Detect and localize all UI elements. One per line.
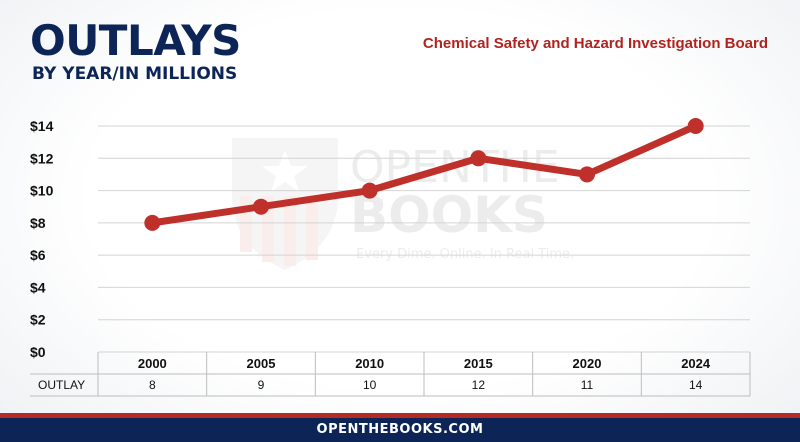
data-point (470, 150, 487, 167)
y-tick-label: $0 (30, 344, 46, 360)
chart-subtitle: BY YEAR/IN MILLIONS (32, 64, 238, 84)
watermark-line2: BOOKS (350, 186, 548, 244)
y-tick-label: $12 (30, 150, 54, 166)
table-cell-value: 12 (472, 378, 486, 392)
footer-site: OPENTHEBOOKS.COM (0, 418, 800, 442)
data-point (579, 166, 595, 183)
y-axis-ticks: $0 $2 $4 $6 $8 $10 $12 $14 (30, 118, 54, 360)
table-cell-value: 10 (363, 378, 377, 392)
y-tick-label: $10 (30, 183, 54, 199)
x-tick-label: 2010 (355, 356, 384, 371)
x-tick-label: 2020 (573, 356, 602, 371)
data-point (687, 118, 704, 134)
x-tick-label: 2015 (464, 356, 493, 371)
series-line (148, 122, 700, 227)
chart-title: OUTLAYS (30, 16, 241, 65)
y-tick-label: $6 (30, 247, 46, 263)
data-table: OUTLAY 2000 8 2005 9 2010 10 2015 12 2020 11 2024 14 (30, 352, 751, 397)
table-row-label: OUTLAY (38, 378, 85, 392)
x-tick-label: 2005 (247, 356, 276, 371)
y-tick-label: $14 (30, 118, 54, 134)
data-point (361, 182, 378, 199)
data-point (144, 214, 161, 231)
y-tick-label: $8 (30, 215, 46, 231)
table-cell-value: 8 (149, 378, 156, 392)
footer-accent-stripe (0, 413, 800, 418)
agency-name: Chemical Safety and Hazard Investigation… (422, 35, 768, 52)
y-tick-label: $2 (30, 312, 46, 328)
data-point (253, 198, 269, 215)
table-cell-value: 11 (581, 378, 594, 392)
table-cell-value: 9 (258, 378, 265, 392)
x-tick-label: 2000 (138, 356, 167, 371)
watermark-tagline: Every Dime. Online. In Real Time. (356, 247, 574, 262)
y-tick-label: $4 (30, 279, 46, 295)
x-tick-label: 2024 (681, 356, 711, 371)
series-outlay (144, 118, 704, 231)
table-cell-value: 14 (689, 378, 703, 392)
